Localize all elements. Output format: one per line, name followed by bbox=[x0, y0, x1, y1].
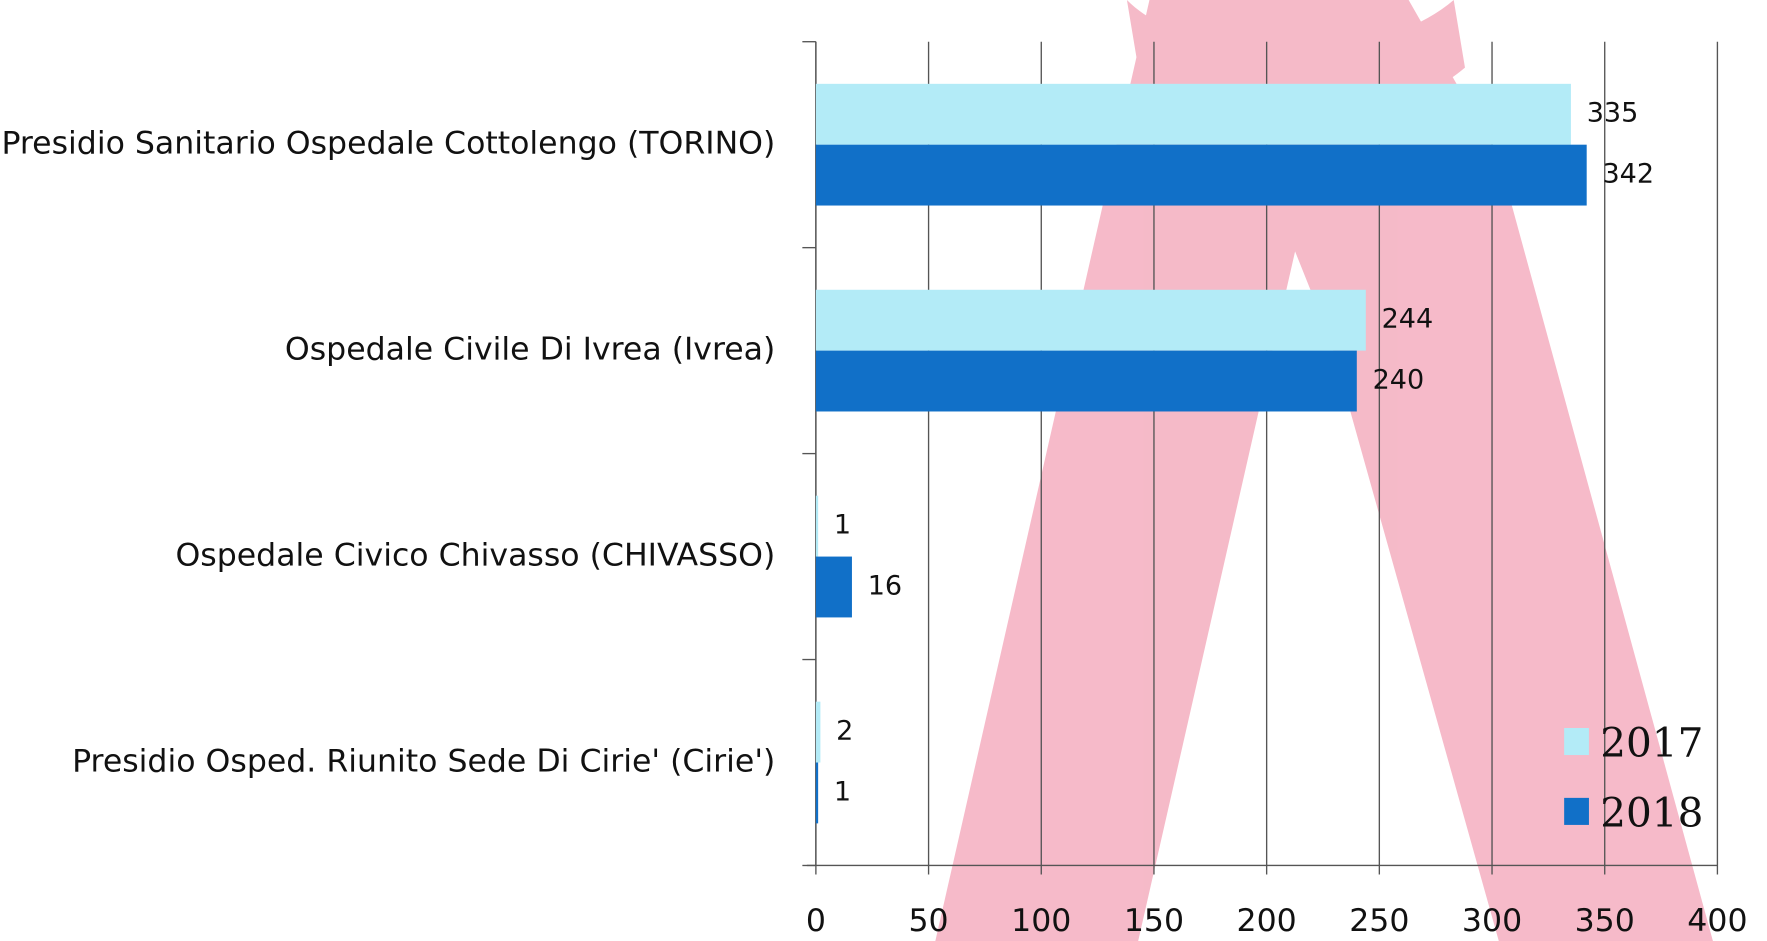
x-tick-label: 100 bbox=[1011, 903, 1071, 939]
chart: 0 50 100 150 200 250 300 350 400 Presidio Sanitar… bbox=[0, 0, 1767, 941]
x-tick-label: 350 bbox=[1575, 903, 1635, 939]
page: {"chart_data": {"type": "bar", "orientat… bbox=[0, 0, 1767, 941]
bar bbox=[816, 84, 1571, 145]
bar bbox=[816, 763, 818, 824]
value-label: 2 bbox=[836, 716, 853, 747]
value-label: 244 bbox=[1382, 304, 1434, 335]
x-tick-label: 250 bbox=[1349, 903, 1409, 939]
value-label: 1 bbox=[834, 776, 851, 807]
bar bbox=[816, 702, 821, 763]
category-label: Ospedale Civico Chivasso (CHIVASSO) bbox=[175, 538, 775, 574]
x-tick-label: 50 bbox=[908, 903, 948, 939]
value-label: 1 bbox=[834, 510, 851, 541]
bar bbox=[816, 557, 852, 618]
bar bbox=[816, 290, 1366, 351]
value-label: 16 bbox=[868, 570, 902, 601]
legend-label: 2018 bbox=[1600, 788, 1703, 836]
x-tick-label: 0 bbox=[806, 903, 826, 939]
category-label: Ospedale Civile Di Ivrea (Ivrea) bbox=[285, 332, 775, 368]
legend-label: 2017 bbox=[1600, 719, 1703, 767]
value-label: 335 bbox=[1587, 98, 1639, 129]
x-tick-label: 150 bbox=[1124, 903, 1184, 939]
bar bbox=[816, 351, 1357, 412]
value-label: 240 bbox=[1373, 365, 1425, 396]
category-label: Presidio Sanitario Ospedale Cottolengo (… bbox=[1, 126, 775, 162]
legend-swatch bbox=[1564, 728, 1589, 755]
legend-swatch bbox=[1564, 798, 1589, 825]
x-tick-label: 400 bbox=[1687, 903, 1747, 939]
bar bbox=[816, 496, 818, 557]
value-label: 342 bbox=[1602, 159, 1654, 190]
category-label: Presidio Osped. Riunito Sede Di Cirie' (… bbox=[72, 744, 775, 780]
x-tick-label: 300 bbox=[1462, 903, 1522, 939]
bar bbox=[816, 145, 1587, 206]
x-tick-label: 200 bbox=[1237, 903, 1297, 939]
